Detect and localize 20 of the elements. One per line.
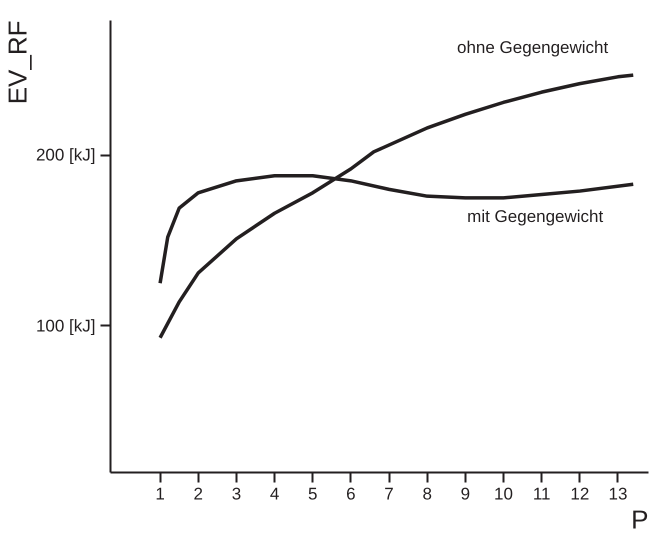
- x-tick-label: 3: [232, 484, 242, 504]
- x-tick-label: 10: [494, 484, 513, 504]
- x-axis-title: P: [631, 504, 648, 534]
- x-tick-label: 2: [194, 484, 203, 504]
- series-label: ohne Gegengewicht: [457, 38, 609, 58]
- x-tick-label: 12: [570, 484, 590, 504]
- series-label: mit Gegengewicht: [467, 207, 604, 226]
- x-tick-label: 13: [608, 484, 628, 504]
- x-tick-label: 7: [384, 484, 394, 504]
- y-tick-label: 200 [kJ]: [36, 146, 96, 165]
- x-tick-label: 9: [460, 484, 470, 504]
- line-series: [158, 73, 635, 340]
- x-tick-label: 11: [532, 484, 550, 504]
- x-tick-label: 5: [308, 484, 318, 504]
- x-tick-label: 4: [270, 484, 280, 504]
- x-tick-label: 6: [346, 484, 356, 504]
- x-tick-label: 8: [422, 484, 432, 504]
- x-tick-label: 1: [155, 484, 165, 504]
- y-axis-title: EV_RF: [2, 20, 32, 104]
- y-tick-label: 100 [kJ]: [36, 316, 96, 336]
